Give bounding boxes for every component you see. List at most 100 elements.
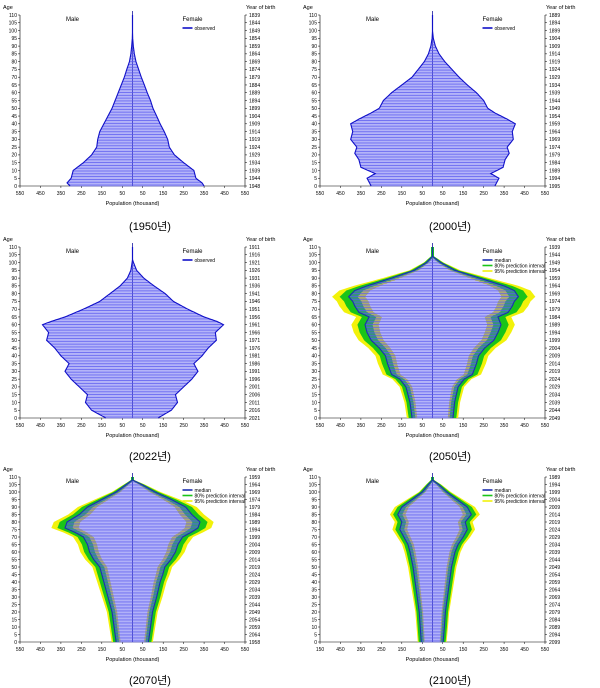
male-age-bar [120,285,133,287]
male-age-bar [410,406,433,408]
female-age-bar [432,543,459,545]
female-age-bar [132,482,139,484]
birth-tick-label: 1974 [249,497,260,503]
male-age-bar [129,272,133,274]
age-tick-label: 80 [11,520,17,526]
population-tick-label: 50 [119,423,125,429]
male-age-bar [120,85,133,87]
population-tick-label: 450 [520,647,529,653]
female-age-bar [132,572,164,574]
birth-tick-label: 2039 [549,400,560,406]
male-age-bar [411,414,433,416]
male-age-bar [93,151,133,153]
male-age-bar [84,537,133,539]
male-age-bar [99,132,133,134]
male-age-bar [386,358,433,360]
male-age-bar [68,183,133,185]
legend-label: 95% prediction interval [495,269,546,275]
male-age-bar [382,101,433,103]
male-age-bar [388,365,433,368]
male-age-bar [72,171,133,173]
population-tick-label: 50 [419,191,425,197]
male-age-bar [415,585,433,587]
male-age-bar [388,95,433,97]
female-outline [131,477,201,643]
male-age-bar [46,328,133,330]
birth-tick-label: 1981 [249,354,260,360]
female-age-bar [132,174,196,176]
female-age-bar [132,303,180,305]
female-age-bar [132,118,159,120]
male-age-bar [407,393,433,395]
birth-tick-label: 1899 [249,106,260,112]
male-age-bar [85,507,133,509]
male-age-bar [128,274,133,276]
female-age-bar [132,73,141,75]
female-age-bar [432,518,468,520]
female-age-bar [432,639,444,641]
female-age-bar [432,579,450,581]
male-age-bar [75,168,133,170]
male-age-bar [352,132,433,134]
male-age-bar [401,379,433,382]
male-age-bar [402,533,433,535]
male-age-bar [416,590,433,592]
female-age-bar [432,118,508,120]
male-age-bar [124,76,133,78]
female-age-bar [432,278,485,280]
caption-2070: (2070년) [129,675,171,687]
female-age-bar [132,309,191,312]
female-age-bar [132,537,182,539]
male-age-bar [47,336,133,338]
female-age-bar [132,567,165,569]
male-age-bar [408,546,433,548]
female-age-bar [132,81,144,83]
male-age-bar [399,510,433,512]
age-tick-label: 0 [314,640,317,646]
population-tick-label: 50 [140,423,146,429]
female-age-bar [432,121,513,123]
male-age-bar [420,623,433,625]
male-age-bar [371,283,433,285]
population-tick-label: 550 [16,191,25,197]
male-age-bar [389,369,433,371]
female-age-bar [132,615,152,617]
female-age-bar [132,406,174,408]
male-age-bar [101,570,133,572]
female-age-bar [132,576,162,578]
male-age-bar [91,409,133,411]
female-age-bar [432,347,485,349]
male-age-bar [94,149,133,151]
female-age-bar [432,635,444,637]
male-age-bar [128,275,133,277]
female-age-bar [432,350,483,352]
male-age-bar [91,554,133,556]
birth-tick-label: 1939 [249,168,260,174]
birth-tick-label: 1994 [549,482,560,488]
population-tick-label: 50 [140,191,146,197]
female-age-bar [432,633,444,635]
age-tick-label: 80 [311,520,317,526]
male-age-bar [351,126,433,128]
male-age-bar [93,558,133,560]
male-age-bar [87,404,133,406]
age-tick-label: 5 [314,176,317,182]
female-age-bar [432,174,494,176]
age-tick-label: 40 [11,580,17,586]
male-age-bar [396,275,433,277]
population-tick-label: 150 [159,191,168,197]
female-age-bar [432,412,454,414]
age-tick-label: 100 [9,260,18,266]
female-age-bar [132,305,182,307]
caption-2000: (2000년) [429,221,471,233]
age-tick-label: 55 [11,330,17,336]
male-age-bar [405,272,433,274]
female-age-bar [132,536,183,538]
male-age-bar [411,557,433,559]
age-tick-label: 95 [11,268,17,274]
male-age-bar [367,179,433,181]
birth-axis-title: Year of birth [546,5,575,11]
male-age-bar [365,327,433,329]
female-age-bar [432,417,453,419]
female-age-bar [432,623,445,625]
